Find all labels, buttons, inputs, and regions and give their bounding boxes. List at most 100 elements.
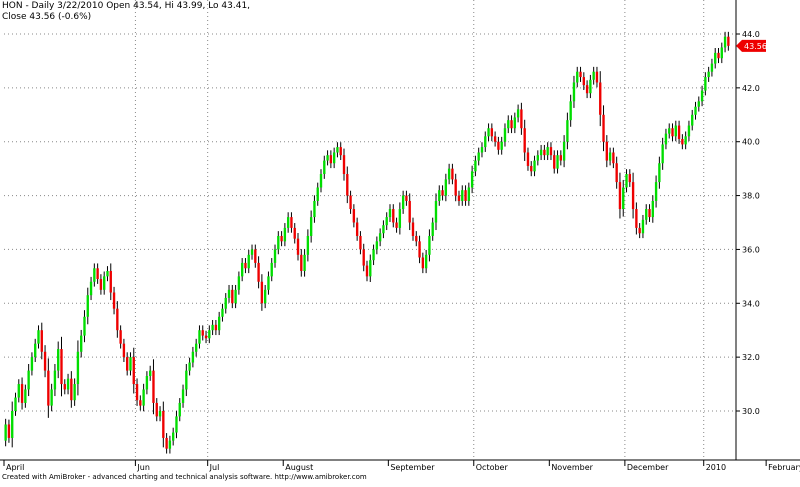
candle-body [444, 179, 448, 196]
y-tick-label: 30.0 [742, 407, 760, 416]
candle-body [631, 182, 635, 210]
candle-body [175, 416, 178, 433]
candle-body [211, 324, 214, 331]
candle-body [306, 235, 310, 255]
candle-body [572, 82, 576, 102]
candle-body [201, 330, 204, 336]
candle-body [658, 163, 661, 183]
candle-body [589, 79, 592, 94]
candle-body [681, 139, 684, 145]
candle-body [375, 241, 379, 250]
candle-body [372, 249, 375, 261]
candle-body [411, 222, 415, 236]
candle-body [470, 171, 474, 188]
candle-body [595, 71, 599, 83]
candle-body [704, 77, 707, 91]
candle-body [431, 222, 434, 236]
candle-body [392, 209, 395, 223]
candle-body [398, 209, 402, 228]
candle-body [283, 227, 287, 242]
candle-body [510, 120, 513, 129]
candle-body [280, 235, 283, 242]
candle-body [198, 330, 201, 344]
candle-body [579, 71, 582, 78]
candle-body [257, 262, 260, 282]
candle-body [520, 109, 523, 129]
candle-body [99, 279, 103, 290]
candle-body [645, 209, 648, 220]
candle-body [707, 71, 710, 78]
y-tick-label: 40.0 [742, 138, 760, 147]
candle-body [415, 235, 418, 242]
candle-body [421, 257, 425, 269]
candle-body [717, 52, 720, 59]
candle-body [349, 195, 352, 210]
candle-body [168, 440, 172, 449]
candle-body [14, 397, 17, 411]
candle-body [424, 254, 428, 269]
candle-body [497, 141, 500, 150]
candle-body [641, 219, 645, 234]
candle-body [43, 351, 47, 371]
candle-body [319, 174, 323, 188]
candle-body [227, 289, 231, 298]
candle-body [30, 357, 34, 371]
candle-body [395, 222, 398, 228]
candle-body [129, 357, 132, 371]
candle-body [700, 90, 704, 102]
candle-body [582, 77, 585, 86]
candle-body [240, 262, 244, 277]
candle-body [605, 141, 608, 161]
candle-body [296, 238, 300, 255]
candle-body [17, 384, 20, 398]
candle-body [86, 295, 89, 317]
candle-body [710, 63, 714, 72]
candle-body [24, 389, 27, 403]
candle-body [677, 125, 681, 140]
candle-body [516, 109, 520, 118]
candle-body [231, 289, 234, 304]
candle-body [47, 370, 50, 406]
candle-body [142, 389, 145, 406]
candle-body [155, 402, 158, 417]
candle-body [382, 225, 385, 234]
candle-body [599, 82, 602, 115]
candle-body [204, 335, 208, 339]
candle-body [247, 254, 250, 269]
candle-body [329, 155, 333, 164]
candle-body [562, 141, 566, 161]
candle-body [50, 389, 53, 406]
candle-body [263, 289, 267, 304]
candle-body [89, 281, 93, 296]
candle-body [112, 292, 116, 309]
candle-body [487, 128, 490, 137]
candle-body [602, 114, 605, 142]
candle-body [332, 152, 336, 164]
candle-body [615, 163, 618, 183]
y-tick-label: 36.0 [742, 245, 760, 254]
candle-body [697, 101, 700, 107]
candle-body [355, 222, 359, 236]
candle-body [687, 125, 691, 137]
candle-body [116, 308, 119, 331]
candle-body [277, 235, 280, 250]
candle-body [500, 141, 503, 150]
candle-body [34, 343, 37, 358]
candle-body [628, 174, 631, 183]
candle-body [313, 200, 316, 218]
candle-body [73, 384, 76, 401]
candle-body [273, 249, 277, 263]
candle-body [569, 101, 572, 121]
chart-title: HON - Daily 3/22/2010 Open 43.54, Hi 43.… [2, 1, 251, 11]
candle-body [7, 424, 11, 438]
candle-body [493, 136, 497, 142]
candle-body [244, 262, 247, 269]
candle-body [109, 270, 112, 293]
candle-body [152, 370, 155, 403]
candle-body [405, 195, 408, 201]
candle-body [638, 227, 641, 234]
candle-body [625, 174, 628, 188]
x-tick-label: August [285, 463, 313, 472]
candle-body [474, 160, 477, 172]
